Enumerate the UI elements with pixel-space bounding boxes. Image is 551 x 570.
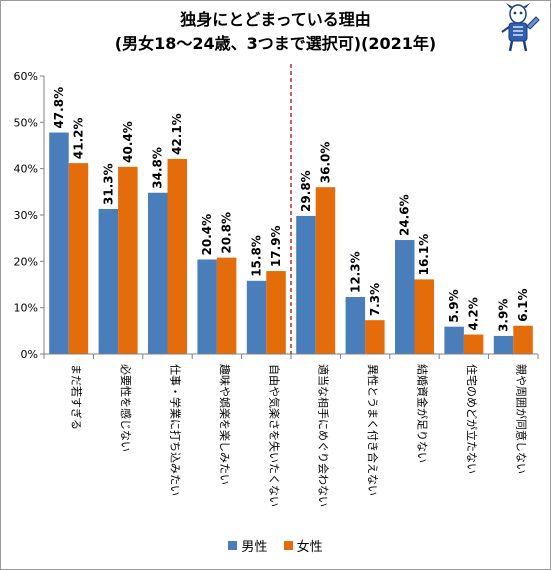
bar-female [68,163,89,354]
category-label: 住宅のめどが立たない [465,364,479,474]
category-label: まだ若すぎる [70,364,84,430]
data-label-male: 5.9% [447,289,461,322]
bar-female [414,279,434,354]
bar-female [216,257,237,354]
legend-item-male: 男性 [228,536,267,555]
chart-title-line2: (男女18～24歳、3つまで選択可)(2021年) [114,34,437,53]
data-label-female: 4.2% [467,297,481,330]
data-label-female: 36.0% [318,142,332,184]
data-label-male: 47.8% [52,87,66,129]
category-labels-group: まだ若すぎる 必要性を感じない 仕事・学業に打ち込みたい 趣味や娯楽を楽しみたい 自由や… [70,364,529,507]
data-label-male: 31.3% [101,163,115,205]
category-label: 結婚資金が足りない [416,364,430,463]
bar-male [444,326,464,354]
bar-female [118,166,138,354]
category-label: 自由や気楽さを失いたくない [267,364,281,507]
bar-male [148,192,168,354]
bar-male [246,280,267,354]
chart-title: 独身にとどまっている理由 (男女18～24歳、3つまで選択可)(2021年) [0,8,551,56]
x-axis [43,353,539,359]
bar-male [296,215,316,354]
data-label-male: 24.6% [398,194,412,236]
chart-title-line1: 独身にとどまっている理由 [180,10,371,29]
data-label-male: 3.9% [497,299,511,332]
legend-item-female: 女性 [283,536,323,555]
y-tick-label: 20% [14,255,38,268]
data-label-female: 42.1% [170,113,184,155]
data-label-male: 34.8% [151,147,165,189]
legend-label-male: 男性 [241,540,268,555]
bar-male [395,240,415,354]
data-label-female: 41.2% [71,117,85,159]
category-label: 適当な相手にめぐり会わない [317,364,331,507]
y-tick-label: 10% [14,302,38,315]
category-label: 必要性を感じない [119,364,133,452]
y-tick-label: 50% [14,116,38,129]
data-label-female: 6.1% [516,288,530,321]
data-label-male: 29.8% [299,170,313,212]
data-labels-group: 47.8% 31.3% 34.8% 20.4% 15.8% 29.8% 12.3% 24.6%… [52,87,530,332]
y-tick-label: 0% [21,348,38,361]
y-tick-label: 60% [14,70,38,83]
bar-female [365,320,385,354]
bar-male [345,297,366,354]
legend-label-female: 女性 [296,540,323,555]
data-label-female: 20.8% [220,212,234,254]
bar-female [167,158,187,354]
data-label-male: 15.8% [250,235,264,277]
bars-group [49,132,533,354]
y-tick-label: 30% [14,209,38,222]
category-label: 異性とうまく付き合えない [366,364,380,496]
data-label-male: 12.3% [348,251,362,293]
legend-swatch-female [283,541,293,550]
category-label: 仕事・学業に打ち込みたい [169,364,183,496]
data-label-female: 16.1% [417,234,431,276]
category-label: 趣味や娯楽を楽しみたい [218,364,232,485]
bar-female [463,334,484,354]
bar-female [266,271,286,354]
bar-male [49,132,69,354]
data-label-female: 7.3% [368,283,382,316]
y-axis: 0% 10% 20% 30% 40% 50% 60% [14,70,45,361]
category-label: 親や周囲が同意しない [514,364,528,474]
bar-male [98,208,119,354]
bar-male [197,259,217,354]
legend: 男性 女性 [0,536,551,555]
y-tick-label: 40% [14,163,38,176]
data-label-female: 17.9% [269,225,283,267]
bar-female [315,187,336,354]
mascot-icon [501,3,540,52]
legend-swatch-male [228,541,238,550]
bar-male [493,335,514,354]
data-label-female: 40.4% [121,121,135,163]
bar-female [513,325,533,354]
data-label-male: 20.4% [200,214,214,256]
